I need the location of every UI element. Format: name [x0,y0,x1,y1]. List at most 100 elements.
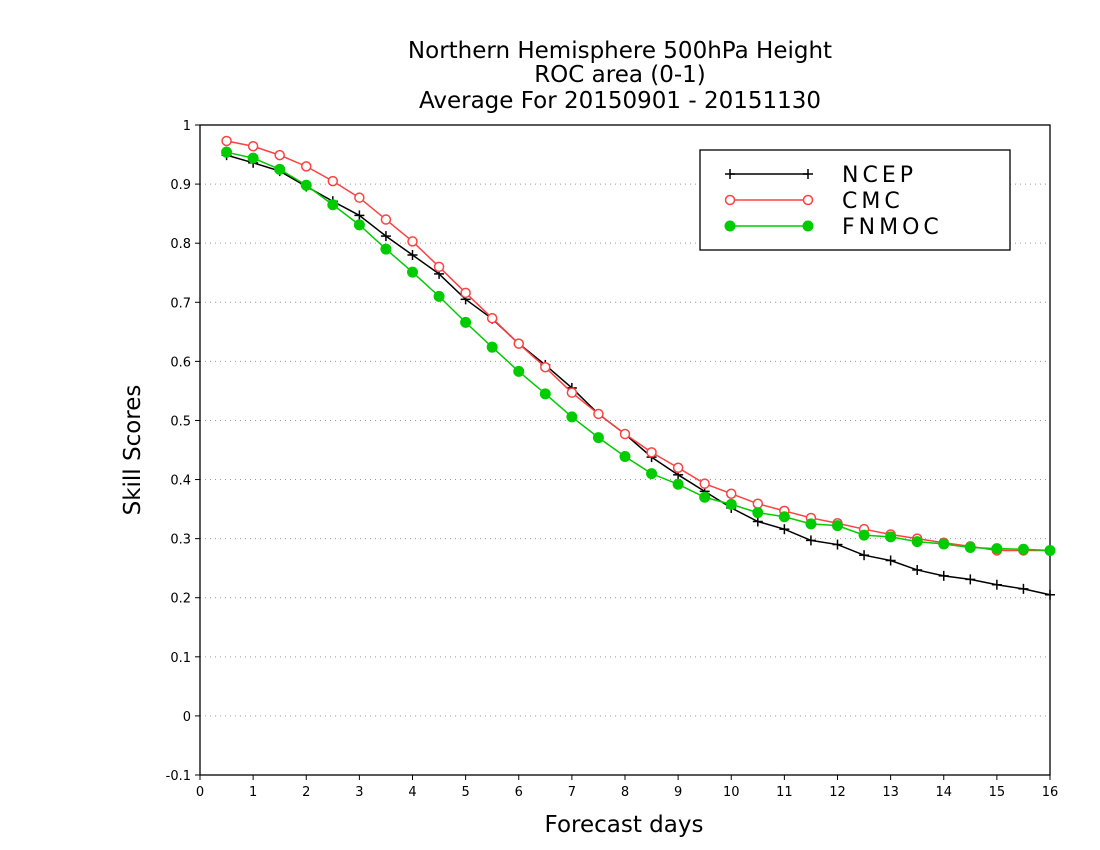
point-cmc-11 [513,338,524,349]
point-ncep-23 [832,539,843,550]
point-fnmoc-5 [353,219,365,231]
point-cmc-0 [221,135,232,147]
legend-label-ncep: NCEP [842,163,917,188]
point-fnmoc-27 [938,538,950,550]
y-tick-label-2: 0.1 [170,651,191,666]
chart-title-line-2: ROC area (0-1) [534,62,706,88]
point-cmc-3 [301,161,312,172]
point-ncep-21 [779,524,790,535]
point-fnmoc-22 [805,518,817,530]
point-cmc-5 [354,192,365,203]
point-fnmoc-1 [247,152,259,164]
point-fnmoc-6 [380,243,392,255]
y-tick-label-3: 0.2 [170,592,191,607]
point-cmc-16 [646,447,657,458]
point-cmc-15 [619,428,631,440]
point-cmc-12 [540,362,551,373]
point-ncep-27 [938,570,949,581]
y-axis-label: Skill Scores [120,385,146,516]
x-tick-label-5: 5 [461,785,469,800]
x-axis-label: Forecast days [545,812,704,838]
point-fnmoc-18 [699,491,711,503]
point-fnmoc-21 [778,511,790,523]
point-cmc-13 [566,387,578,398]
point-ncep-25 [885,555,896,566]
point-cmc-14 [593,408,604,420]
series-layer [221,135,1056,600]
point-ncep-24 [859,550,870,561]
legend-marker-left-fnmoc [724,220,736,232]
x-tick-label-1: 1 [249,785,257,800]
point-fnmoc-29 [991,543,1003,555]
point-ncep-30 [1018,583,1029,594]
point-cmc-17 [672,462,684,473]
point-ncep-20 [752,516,763,527]
y-tick-label-10: 0.9 [170,178,191,193]
point-cmc-4 [327,175,339,187]
x-tick-label-2: 2 [302,785,310,800]
legend-label-fnmoc: FNMOC [842,215,943,240]
y-tick-label-8: 0.7 [170,296,191,311]
x-tick-label-0: 0 [196,785,204,800]
point-cmc-2 [274,149,285,161]
point-fnmoc-30 [1017,543,1029,555]
point-fnmoc-14 [592,432,604,444]
point-fnmoc-0 [221,146,233,158]
point-fnmoc-3 [300,179,312,191]
point-fnmoc-24 [858,529,870,541]
x-tick-label-12: 12 [829,785,846,800]
y-tick-label-6: 0.5 [170,414,191,429]
point-fnmoc-15 [619,451,631,462]
point-ncep-5 [354,210,365,221]
series-line-ncep [226,154,1051,596]
legend-label-cmc: CMC [842,189,904,214]
point-fnmoc-25 [885,531,897,543]
y-tick-label-7: 0.6 [170,355,191,370]
point-ncep-28 [965,574,976,585]
x-tick-label-7: 7 [568,785,576,800]
grid-lines [200,183,1050,717]
point-fnmoc-31 [1044,544,1056,556]
x-tick-label-3: 3 [355,785,363,800]
x-tick-label-13: 13 [882,785,899,800]
point-cmc-19 [726,488,737,499]
legend-marker-left-ncep [725,169,735,179]
point-fnmoc-20 [752,507,764,519]
x-tick-label-16: 16 [1042,785,1059,800]
y-tick-label-5: 0.4 [170,474,191,489]
chart-title-line-3: Average For 20150901 - 20151130 [419,88,821,114]
y-tick-label-11: 1 [183,119,191,134]
point-fnmoc-7 [407,266,418,278]
x-tick-label-15: 15 [989,785,1006,800]
x-tick-label-11: 11 [776,785,793,800]
point-cmc-1 [247,141,259,152]
y-tick-label-4: 0.3 [170,533,191,548]
point-cmc-18 [699,478,710,489]
point-cmc-20 [752,498,764,510]
point-ncep-22 [805,535,816,546]
point-fnmoc-13 [566,411,578,423]
point-cmc-6 [380,214,392,225]
point-ncep-26 [912,564,923,575]
point-fnmoc-26 [911,536,923,548]
x-tick-label-6: 6 [515,785,523,800]
legend-marker-right-cmc [802,194,814,206]
point-fnmoc-4 [327,199,339,211]
y-tick-label-1: 0 [183,710,191,725]
point-fnmoc-17 [672,478,684,490]
x-tick-label-9: 9 [674,785,682,800]
chart-title-line-1: Northern Hemisphere 500hPa Height [408,38,832,64]
legend-marker-right-ncep [803,169,813,179]
point-cmc-10 [486,312,498,324]
point-cmc-7 [407,236,418,247]
point-cmc-8 [433,261,445,273]
x-tick-label-8: 8 [621,785,629,800]
legend-marker-right-fnmoc [802,220,814,232]
point-fnmoc-2 [274,163,286,175]
axes: -0.100.10.20.30.40.50.60.70.80.910 1 2 3 4 5 6… [166,119,1059,800]
point-fnmoc-8 [433,290,445,302]
point-ncep-7 [407,250,418,260]
point-fnmoc-10 [486,341,498,353]
